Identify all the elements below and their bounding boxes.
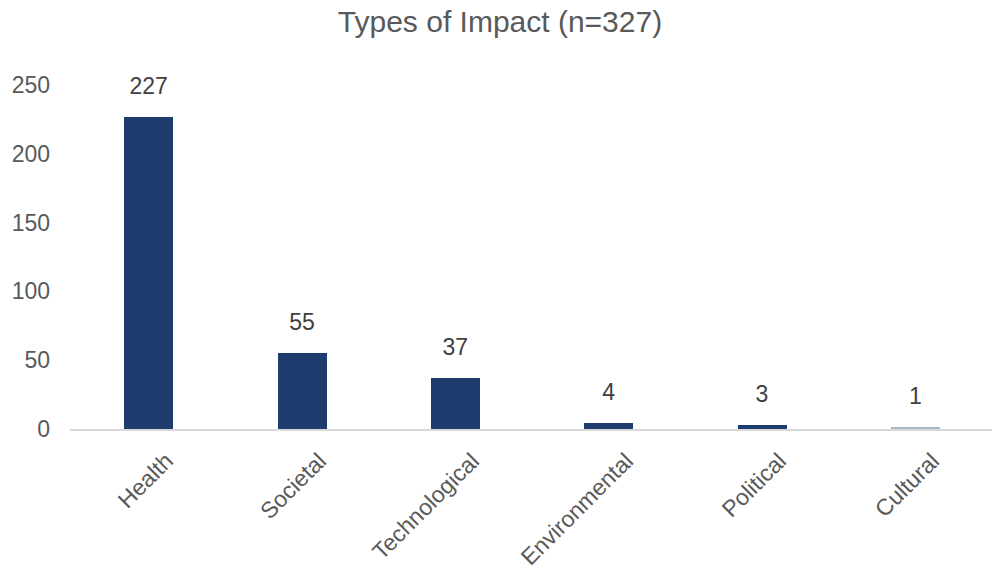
- y-tick-label: 200: [0, 142, 50, 166]
- y-tick-label: 150: [0, 211, 50, 235]
- y-tick-label: 50: [0, 348, 50, 372]
- bar-cultural: [891, 427, 940, 429]
- bar-chart: Types of Impact (n=327) 0 50 100 150 200 250 2…: [0, 0, 1000, 582]
- bar-technological: [431, 378, 480, 429]
- x-axis-line: [70, 429, 992, 431]
- bar-societal: [278, 353, 327, 429]
- bar-value-label: 4: [549, 379, 669, 405]
- chart-title: Types of Impact (n=327): [0, 4, 1000, 40]
- bar-value-label: 1: [855, 383, 975, 409]
- bar-value-label: 227: [89, 73, 209, 99]
- bar-value-label: 37: [395, 334, 515, 360]
- y-tick-label: 0: [0, 417, 50, 441]
- bar-environmental: [584, 423, 633, 429]
- bar-political: [738, 425, 787, 429]
- bar-value-label: 55: [242, 309, 362, 335]
- y-tick-label: 100: [0, 279, 50, 303]
- bar-health: [124, 117, 173, 429]
- x-category-label: Health: [0, 447, 178, 582]
- y-tick-label: 250: [0, 73, 50, 97]
- bar-value-label: 3: [702, 381, 822, 407]
